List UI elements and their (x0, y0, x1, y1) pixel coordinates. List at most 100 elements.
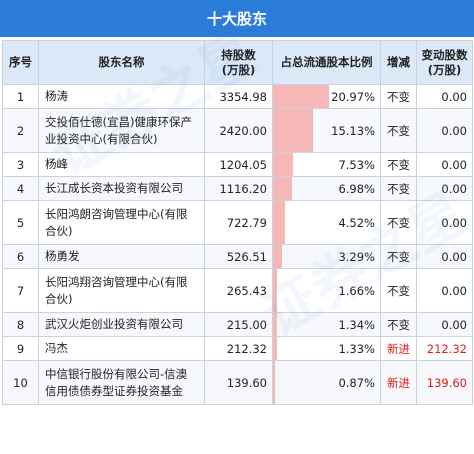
ratio-cell: 6.98% (272, 176, 381, 201)
table-body: 1 杨涛 3354.98 20.97% 不变 0.00 2 交投佰仕德(宜昌)健康环保产业投资… (2, 84, 473, 405)
ratio-value: 0.87% (338, 375, 375, 390)
shareholder-name: 杨勇发 (38, 244, 205, 269)
row-index: 1 (2, 84, 39, 109)
table-row: 5 长阳鸿朗咨询管理中心(有限合伙) 722.79 4.52% 不变 0.00 (2, 200, 473, 245)
ratio-cell: 4.52% (272, 200, 381, 245)
ratio-cell: 1.33% (272, 336, 381, 361)
panel-title: 十大股东 (0, 0, 474, 37)
shareholder-name: 长江成长资本投资有限公司 (38, 176, 205, 201)
change-shares: 0.00 (416, 176, 473, 201)
ratio-bar (273, 201, 286, 244)
shares-held: 722.79 (204, 200, 273, 245)
table-header-row: 序号 股东名称 持股数 (万股) 占总流通股本比例 增减 变动股数 (万股) (2, 40, 473, 85)
change-shares: 0.00 (416, 152, 473, 177)
shareholder-name: 冯杰 (38, 336, 205, 361)
table-row: 8 武汉火炬创业投资有限公司 215.00 1.34% 不变 0.00 (2, 312, 473, 337)
shares-held: 526.51 (204, 244, 273, 269)
shareholder-name: 杨峰 (38, 152, 205, 177)
row-index: 8 (2, 312, 39, 337)
ratio-bar (273, 109, 314, 152)
change-status: 不变 (380, 152, 417, 177)
change-shares: 0.00 (416, 200, 473, 245)
ratio-cell: 20.97% (272, 84, 381, 109)
ratio-cell: 0.87% (272, 360, 381, 405)
header-index: 序号 (2, 40, 39, 85)
change-status: 不变 (380, 312, 417, 337)
table-row: 4 长江成长资本投资有限公司 1116.20 6.98% 不变 0.00 (2, 176, 473, 201)
ratio-value: 4.52% (338, 215, 375, 230)
ratio-value: 6.98% (338, 181, 375, 196)
ratio-value: 3.29% (338, 249, 375, 264)
header-change: 增减 (380, 40, 417, 85)
shareholders-table: 序号 股东名称 持股数 (万股) 占总流通股本比例 增减 变动股数 (万股) 1… (2, 40, 473, 405)
row-index: 6 (2, 244, 39, 269)
ratio-cell: 3.29% (272, 244, 381, 269)
change-shares: 0.00 (416, 244, 473, 269)
ratio-bar (273, 245, 282, 268)
ratio-cell: 15.13% (272, 108, 381, 153)
ratio-bar (273, 361, 276, 404)
ratio-value: 1.34% (338, 317, 375, 332)
ratio-bar (273, 177, 292, 200)
change-status: 新进 (380, 336, 417, 361)
shareholder-name: 中信银行股份有限公司-信澳信用债债券型证券投资基金 (38, 360, 205, 405)
ratio-bar (273, 337, 277, 360)
shareholder-name: 武汉火炬创业投资有限公司 (38, 312, 205, 337)
row-index: 3 (2, 152, 39, 177)
shares-held: 1204.05 (204, 152, 273, 177)
change-shares: 0.00 (416, 268, 473, 313)
shareholder-name: 杨涛 (38, 84, 205, 109)
change-status: 不变 (380, 84, 417, 109)
change-status: 不变 (380, 200, 417, 245)
shares-held: 2420.00 (204, 108, 273, 153)
header-shares: 持股数 (万股) (204, 40, 273, 85)
header-ratio: 占总流通股本比例 (272, 40, 381, 85)
ratio-value: 15.13% (331, 123, 375, 138)
ratio-value: 20.97% (331, 89, 375, 104)
row-index: 7 (2, 268, 39, 313)
change-shares: 0.00 (416, 84, 473, 109)
row-index: 9 (2, 336, 39, 361)
ratio-bar (273, 269, 278, 312)
change-shares: 0.00 (416, 108, 473, 153)
shareholder-name: 长阳鸿翔咨询管理中心(有限合伙) (38, 268, 205, 313)
change-shares: 139.60 (416, 360, 473, 405)
change-status: 不变 (380, 176, 417, 201)
table-row: 3 杨峰 1204.05 7.53% 不变 0.00 (2, 152, 473, 177)
shares-held: 265.43 (204, 268, 273, 313)
ratio-cell: 7.53% (272, 152, 381, 177)
shares-held: 212.32 (204, 336, 273, 361)
table-row: 10 中信银行股份有限公司-信澳信用债债券型证券投资基金 139.60 0.87% 新进… (2, 360, 473, 405)
header-shareholder-name: 股东名称 (38, 40, 205, 85)
ratio-bar (273, 313, 277, 336)
ratio-value: 7.53% (338, 157, 375, 172)
table-row: 9 冯杰 212.32 1.33% 新进 212.32 (2, 336, 473, 361)
change-status: 不变 (380, 268, 417, 313)
ratio-value: 1.66% (338, 283, 375, 298)
ratio-bar (273, 85, 329, 108)
ratio-cell: 1.34% (272, 312, 381, 337)
header-delta: 变动股数 (万股) (416, 40, 473, 85)
shares-held: 1116.20 (204, 176, 273, 201)
row-index: 10 (2, 360, 39, 405)
shares-held: 139.60 (204, 360, 273, 405)
change-shares: 212.32 (416, 336, 473, 361)
table-row: 2 交投佰仕德(宜昌)健康环保产业投资中心(有限合伙) 2420.00 15.13% 不… (2, 108, 473, 153)
change-status: 新进 (380, 360, 417, 405)
change-status: 不变 (380, 108, 417, 153)
row-index: 4 (2, 176, 39, 201)
shares-held: 215.00 (204, 312, 273, 337)
change-status: 不变 (380, 244, 417, 269)
shares-held: 3354.98 (204, 84, 273, 109)
row-index: 5 (2, 200, 39, 245)
table-row: 1 杨涛 3354.98 20.97% 不变 0.00 (2, 84, 473, 109)
change-shares: 0.00 (416, 312, 473, 337)
shareholder-name: 长阳鸿朗咨询管理中心(有限合伙) (38, 200, 205, 245)
ratio-value: 1.33% (338, 341, 375, 356)
table-row: 7 长阳鸿翔咨询管理中心(有限合伙) 265.43 1.66% 不变 0.00 (2, 268, 473, 313)
table-row: 6 杨勇发 526.51 3.29% 不变 0.00 (2, 244, 473, 269)
row-index: 2 (2, 108, 39, 153)
shareholder-name: 交投佰仕德(宜昌)健康环保产业投资中心(有限合伙) (38, 108, 205, 153)
ratio-cell: 1.66% (272, 268, 381, 313)
